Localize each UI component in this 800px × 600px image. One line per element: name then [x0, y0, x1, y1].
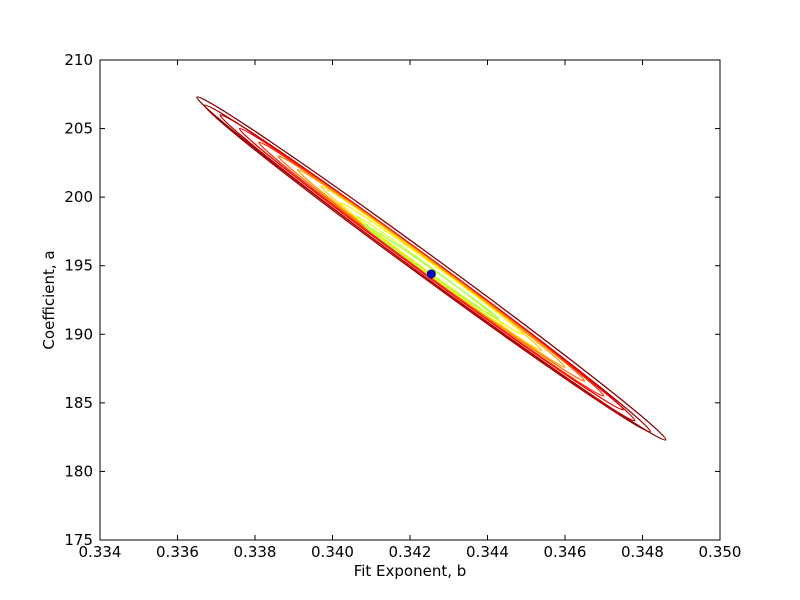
- y-tick-label: 200: [64, 188, 93, 206]
- x-tick-label: 0.338: [234, 543, 277, 561]
- x-axis-ticks: 0.334 0.336 0.338 0.340 0.342 0.344 0.346 0.348…: [79, 60, 742, 561]
- y-tick-label: 195: [64, 257, 93, 275]
- x-axis-label: Fit Exponent, b: [354, 562, 467, 580]
- x-tick-label: 0.346: [544, 543, 587, 561]
- x-tick-label: 0.344: [466, 543, 509, 561]
- y-axis-ticks: 175 180 185 190 195 200 205 210: [64, 51, 720, 549]
- contour-lines: [196, 96, 667, 441]
- x-tick-label: 0.350: [699, 543, 742, 561]
- y-tick-label: 185: [64, 394, 93, 412]
- contour-level-4: [238, 127, 624, 411]
- y-tick-label: 210: [64, 51, 93, 69]
- x-tick-label: 0.342: [389, 543, 432, 561]
- x-tick-label: 0.334: [79, 543, 122, 561]
- y-tick-label: 205: [64, 120, 93, 138]
- y-axis-label: Coefficient, a: [40, 250, 58, 349]
- best-fit-point: [426, 269, 436, 279]
- y-tick-label: 180: [64, 462, 93, 480]
- x-tick-label: 0.336: [156, 543, 199, 561]
- best-fit-markers: [426, 269, 436, 279]
- y-tick-label: 175: [64, 531, 93, 549]
- x-tick-label: 0.348: [621, 543, 664, 561]
- x-tick-label: 0.340: [311, 543, 354, 561]
- y-tick-label: 190: [64, 325, 93, 343]
